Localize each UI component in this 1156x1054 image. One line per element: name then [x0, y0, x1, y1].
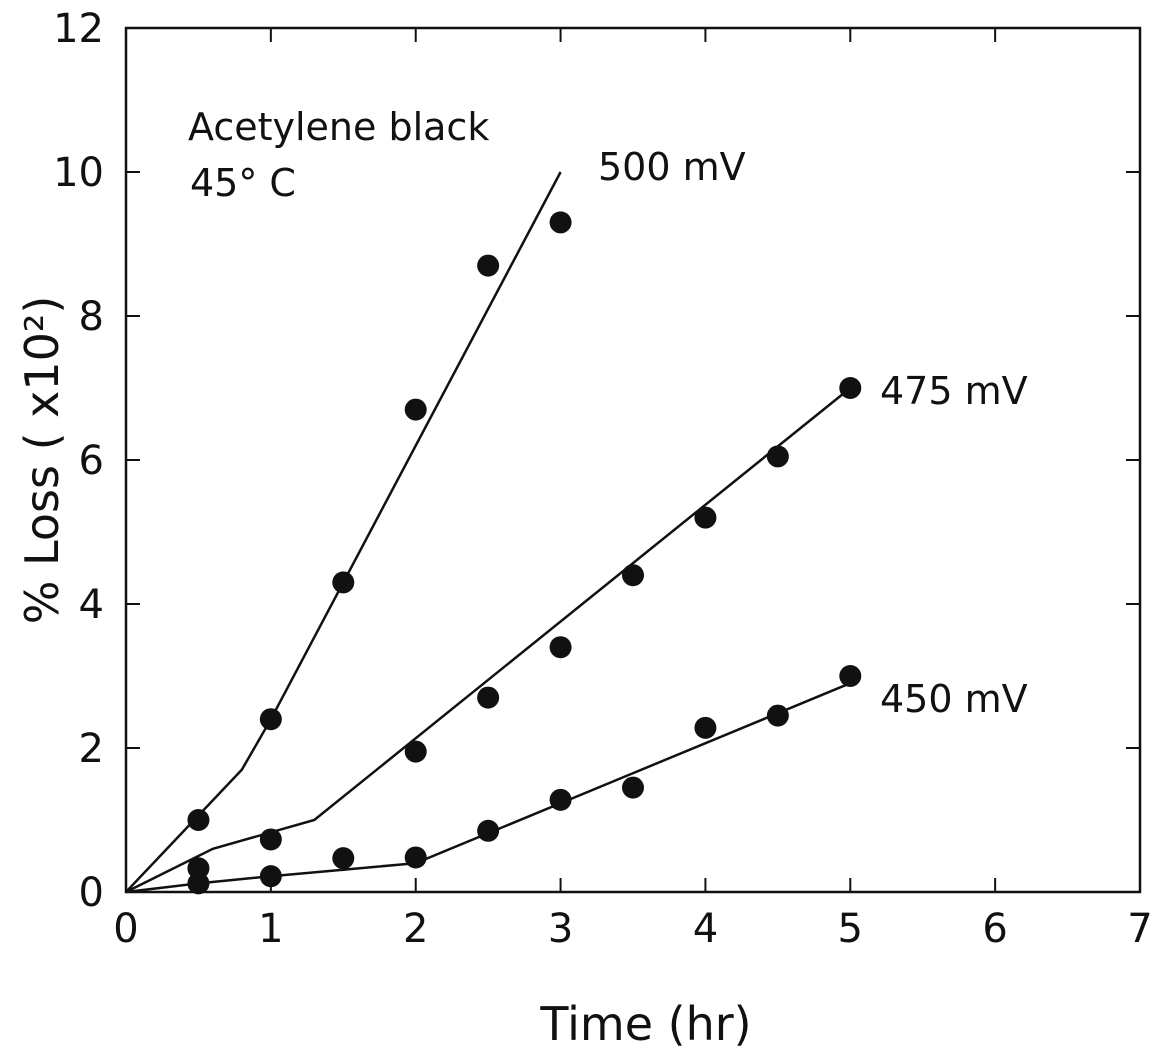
series-label-475mv: 475 mV [880, 369, 1028, 413]
x-tick-label: 3 [548, 906, 573, 952]
data-point [404, 846, 427, 869]
y-tick-label: 8 [79, 294, 104, 340]
y-tick-label: 4 [79, 582, 104, 628]
data-point [549, 211, 572, 234]
data-point [839, 665, 862, 687]
data-point [259, 708, 282, 731]
annotation-line-2: 45° C [190, 161, 296, 205]
data-point [839, 377, 862, 399]
series-label-450mv: 450 mV [880, 677, 1028, 721]
y-axis-title: % Loss ( x10²) [15, 296, 69, 625]
data-point [332, 847, 355, 870]
data-point [187, 872, 210, 895]
data-point [477, 686, 500, 709]
series-lines [125, 171, 852, 894]
y-tick-label: 12 [53, 6, 104, 52]
x-tick-label: 2 [403, 906, 428, 952]
x-tick-label: 1 [258, 906, 283, 952]
data-point [694, 506, 717, 529]
y-tick-label: 2 [79, 726, 104, 772]
data-point [622, 776, 644, 799]
series-line-2 [125, 682, 851, 894]
series-line-1 [125, 387, 852, 894]
data-point [549, 636, 572, 659]
data-point [187, 857, 210, 880]
data-point [766, 445, 789, 468]
data-point [259, 865, 282, 888]
data-point [259, 828, 282, 851]
data-point [477, 254, 500, 277]
data-point [622, 564, 644, 587]
x-tick-label: 0 [113, 906, 138, 952]
y-tick-label: 10 [53, 150, 104, 196]
series-line-0 [125, 171, 562, 893]
x-tick-label: 4 [693, 906, 718, 952]
data-point [404, 740, 427, 763]
series-label-500mv: 500 mV [598, 145, 746, 189]
data-point [766, 704, 789, 727]
x-tick-label: 6 [982, 906, 1007, 952]
axis-ticks [126, 28, 1140, 892]
data-point [187, 809, 210, 831]
y-tick-label: 6 [79, 438, 104, 484]
data-point [694, 716, 717, 739]
x-tick-label: 7 [1127, 906, 1152, 952]
y-tick-label: 0 [79, 870, 104, 916]
annotation-line-1: Acetylene black [188, 105, 489, 149]
data-point [549, 788, 572, 811]
series-points [187, 211, 862, 895]
data-point [477, 819, 500, 842]
data-point [332, 571, 355, 594]
data-point [404, 398, 427, 421]
x-axis-title: Time (hr) [539, 997, 751, 1051]
x-tick-label: 5 [838, 906, 863, 952]
